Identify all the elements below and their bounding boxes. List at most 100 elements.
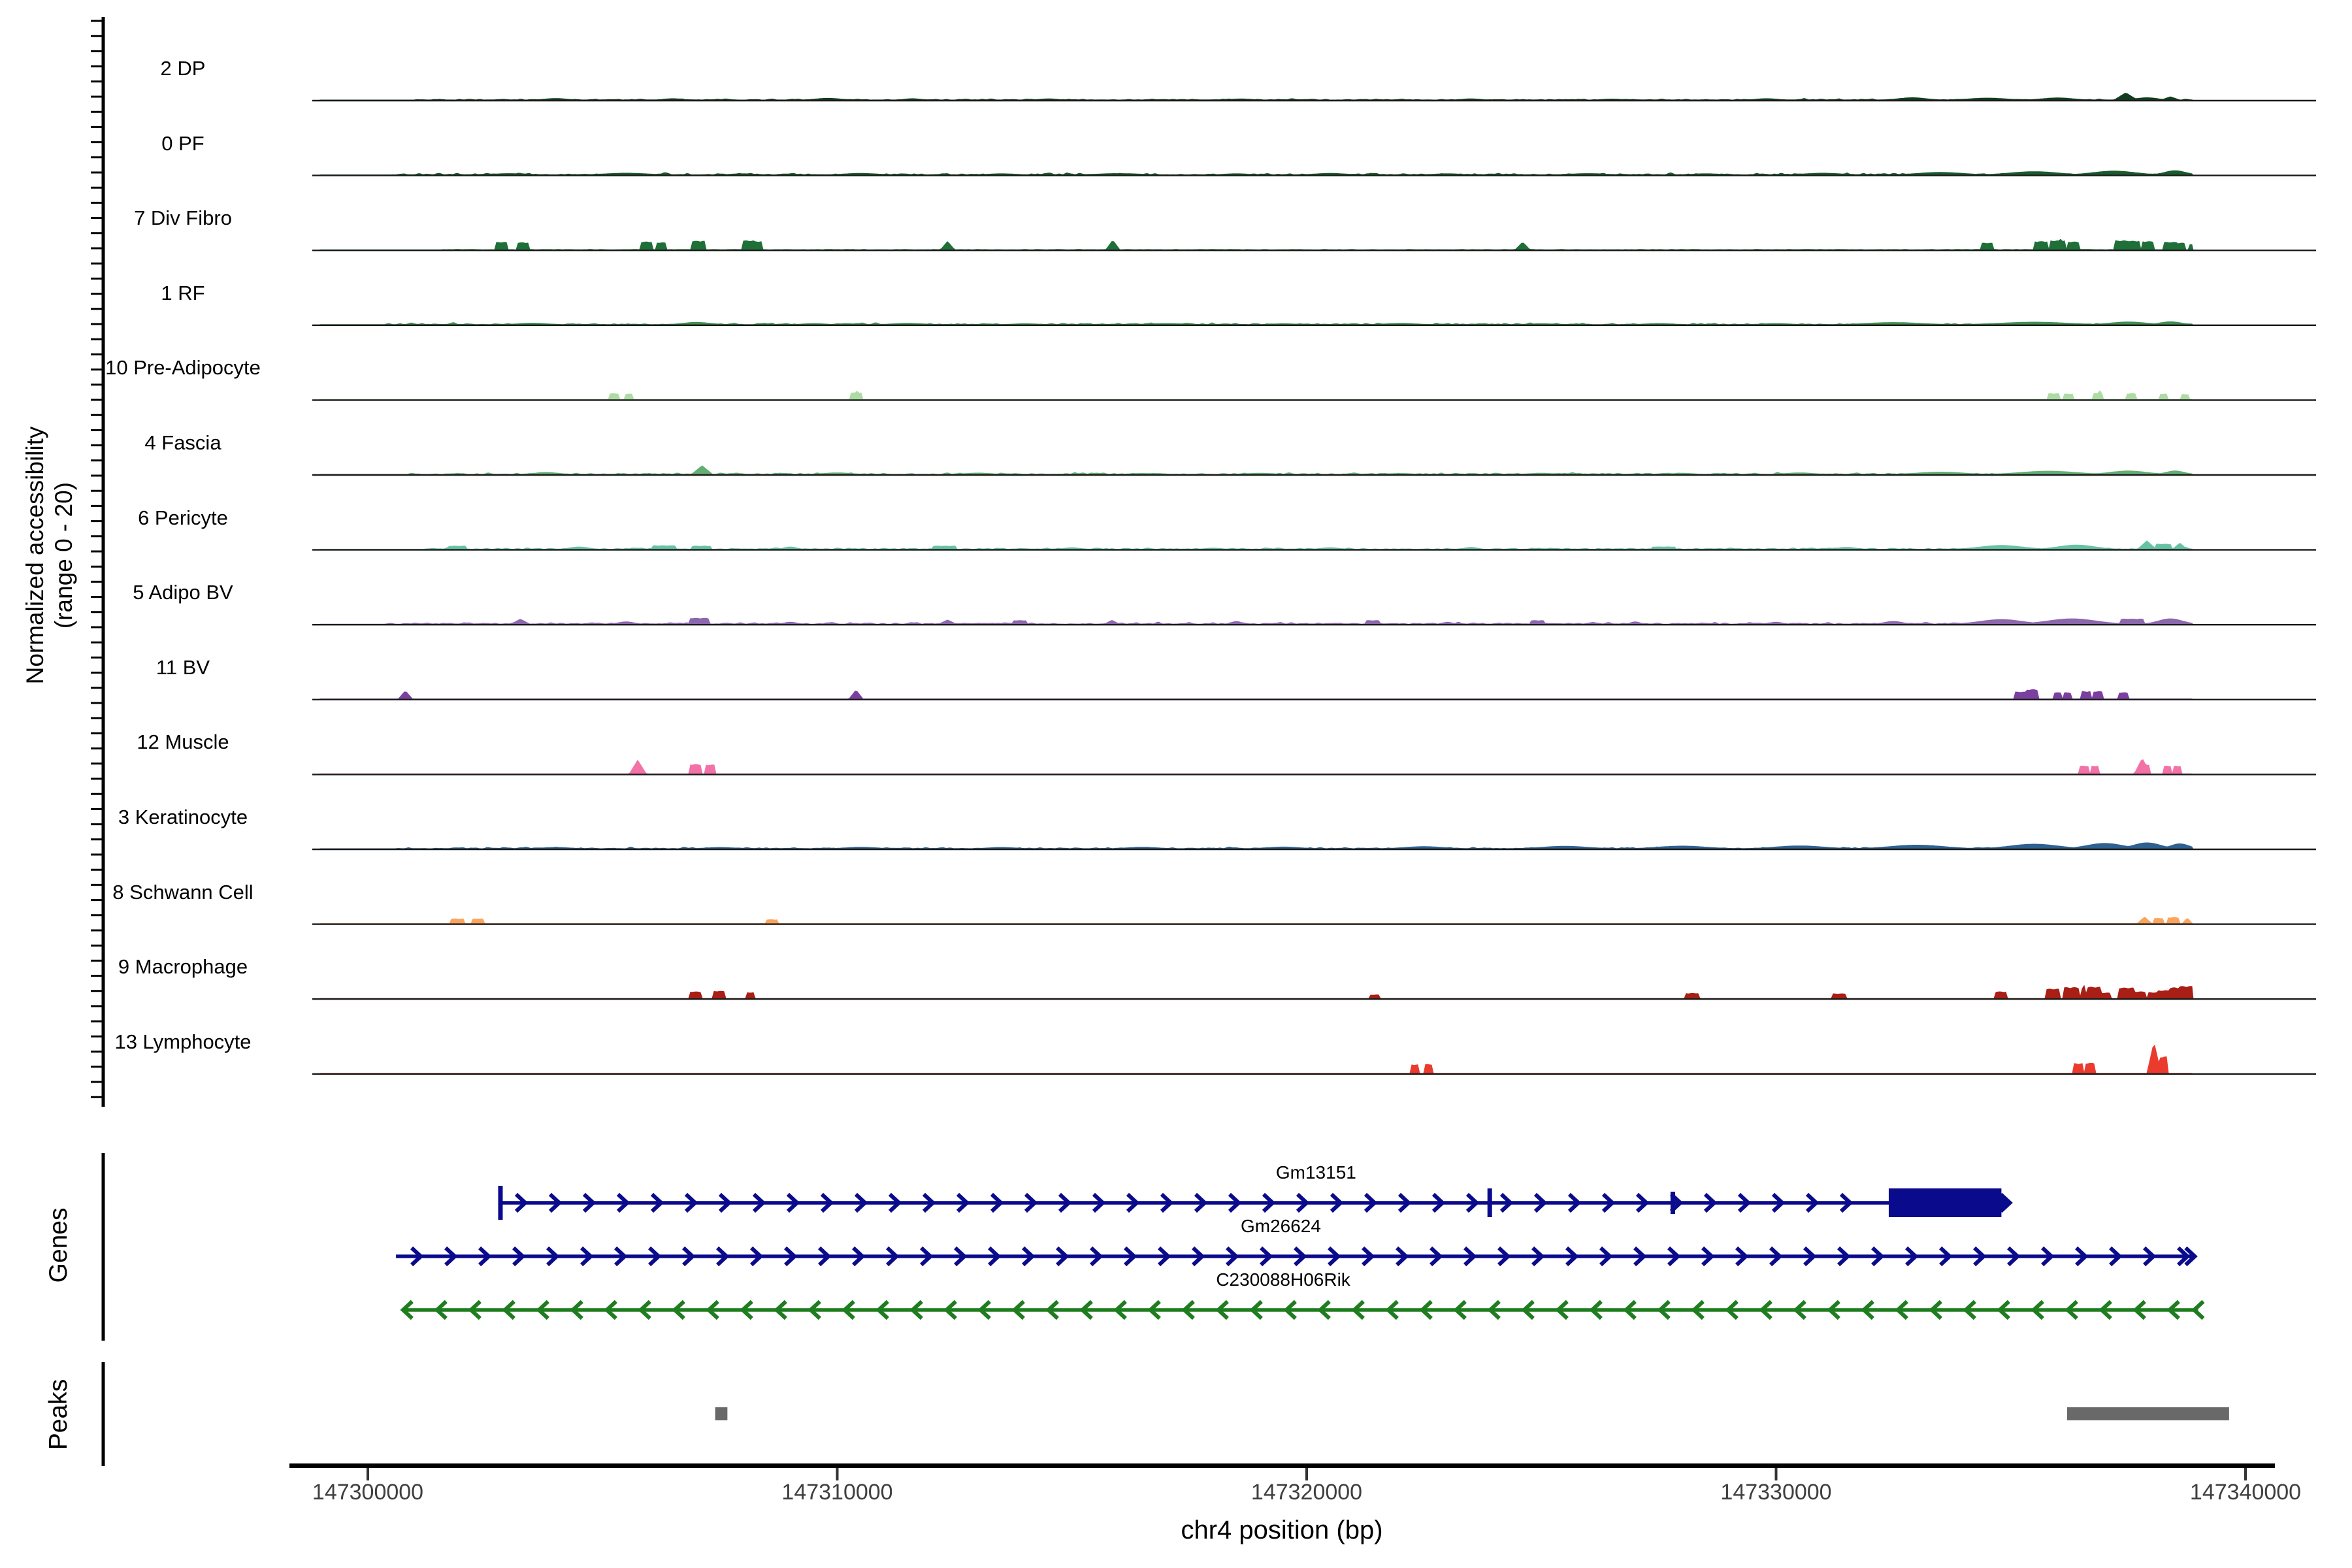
coverage-signal xyxy=(319,465,2195,476)
strand-arrow-icon xyxy=(854,1192,868,1213)
strand-arrow-icon xyxy=(988,1246,1002,1267)
strand-arrow-icon xyxy=(2143,1246,2157,1267)
strand-arrow-icon xyxy=(1759,1299,1772,1320)
strand-arrow-icon xyxy=(1871,1246,1885,1267)
track-label: 4 Fascia xyxy=(144,431,221,454)
strand-arrow-icon xyxy=(1147,1299,1161,1320)
strand-arrow-icon xyxy=(570,1299,583,1320)
track-label: 8 Schwann Cell xyxy=(112,880,253,904)
strand-arrow-icon xyxy=(1090,1246,1103,1267)
strand-arrow-icon xyxy=(1215,1299,1229,1320)
strand-arrow-icon xyxy=(943,1299,957,1320)
strand-arrow-icon xyxy=(740,1299,753,1320)
gene-exon-box xyxy=(1888,1188,2002,1217)
strand-arrow-icon xyxy=(1463,1246,1477,1267)
strand-arrow-icon xyxy=(1362,1246,1375,1267)
coverage-signal xyxy=(319,92,2195,101)
strand-arrow-icon xyxy=(604,1299,617,1320)
coverage-signal xyxy=(319,1044,2194,1075)
coverage-signal xyxy=(319,540,2195,551)
strand-arrow-icon xyxy=(1260,1246,1273,1267)
strand-arrow-icon xyxy=(1635,1192,1650,1213)
strand-arrow-icon xyxy=(1351,1299,1365,1320)
track-13-lymphocyte xyxy=(312,1044,2316,1075)
strand-arrow-icon xyxy=(434,1299,448,1320)
strand-arrow-icon xyxy=(2099,1299,2112,1320)
strand-arrow-icon xyxy=(1192,1246,1205,1267)
strand-arrow-icon xyxy=(2132,1299,2146,1320)
strand-arrow-icon xyxy=(1533,1192,1548,1213)
x-axis-tick-label: 147320000 xyxy=(1250,1480,1363,1505)
strand-arrow-icon xyxy=(1973,1246,1987,1267)
strand-arrow-icon xyxy=(536,1299,549,1320)
strand-arrow-icon xyxy=(1995,1192,2009,1213)
track-label: 11 BV xyxy=(155,655,210,679)
strand-arrow-icon xyxy=(706,1299,719,1320)
track-label: 2 DP xyxy=(160,57,206,80)
strand-arrow-icon xyxy=(1725,1299,1739,1320)
strand-arrow-icon xyxy=(1691,1299,1705,1320)
strand-arrow-icon xyxy=(1056,1246,1070,1267)
strand-arrow-icon xyxy=(750,1246,764,1267)
strand-arrow-icon xyxy=(1997,1299,2010,1320)
strand-arrow-icon xyxy=(444,1246,458,1267)
gene-label-c230088h06rik: C230088H06Rik xyxy=(1216,1269,1350,1290)
strand-arrow-icon xyxy=(1364,1192,1378,1213)
strand-arrow-icon xyxy=(1262,1192,1276,1213)
strand-arrow-icon xyxy=(1657,1299,1671,1320)
strand-arrow-icon xyxy=(1385,1299,1399,1320)
strand-arrow-icon xyxy=(1487,1299,1501,1320)
strand-arrow-icon xyxy=(1160,1192,1174,1213)
y-ruler xyxy=(91,17,105,1107)
coverage-signal xyxy=(319,321,2195,326)
strand-arrow-icon xyxy=(1419,1299,1433,1320)
strand-arrow-icon xyxy=(1565,1246,1579,1267)
strand-arrow-icon xyxy=(841,1299,855,1320)
strand-arrow-icon xyxy=(1793,1299,1806,1320)
track-label: 1 RF xyxy=(161,281,205,304)
strand-arrow-icon xyxy=(616,1192,630,1213)
gene-exon-tick xyxy=(1670,1192,1675,1214)
y-axis-title-line1: Normalized accessibility xyxy=(22,426,48,685)
strand-arrow-icon xyxy=(1158,1246,1171,1267)
track-3-keratinocyte xyxy=(312,842,2316,851)
track-label: 12 Muscle xyxy=(137,730,229,754)
strand-arrow-icon xyxy=(1045,1299,1059,1320)
strand-arrow-icon xyxy=(1827,1299,1840,1320)
coverage-signal xyxy=(319,917,2195,925)
strand-arrow-icon xyxy=(648,1246,662,1267)
strand-arrow-icon xyxy=(1703,1192,1718,1213)
coverage-signal xyxy=(319,390,2194,400)
strand-arrow-icon xyxy=(956,1192,970,1213)
strand-arrow-icon xyxy=(1939,1246,1953,1267)
strand-arrow-icon xyxy=(1999,1192,2013,1213)
track-label: 9 Macrophage xyxy=(118,955,248,979)
track-6-pericyte xyxy=(312,540,2316,551)
strand-arrow-icon xyxy=(1701,1246,1715,1267)
coverage-signal xyxy=(319,170,2194,176)
strand-arrow-icon xyxy=(1735,1246,1749,1267)
strand-arrow-icon xyxy=(1124,1246,1137,1267)
gene-model-c230088h06rik xyxy=(400,1299,2205,1320)
strand-arrow-icon xyxy=(1453,1299,1467,1320)
coverage-signal xyxy=(319,689,2194,700)
strand-arrow-icon xyxy=(1079,1299,1093,1320)
strand-arrow-icon xyxy=(875,1299,889,1320)
strand-arrow-icon xyxy=(1294,1246,1307,1267)
track-0-pf xyxy=(312,170,2316,176)
track-4-fascia xyxy=(312,465,2316,476)
gene-label-gm13151: Gm13151 xyxy=(1275,1162,1356,1183)
strand-arrow-icon xyxy=(1929,1299,1942,1320)
strand-arrow-icon xyxy=(1499,1192,1514,1213)
strand-arrow-icon xyxy=(410,1246,424,1267)
strand-arrow-icon xyxy=(2075,1246,2089,1267)
gene-model-gm26624 xyxy=(396,1246,2198,1267)
strand-arrow-icon xyxy=(1328,1246,1341,1267)
track-label: 3 Keratinocyte xyxy=(118,806,248,828)
strand-arrow-icon xyxy=(922,1192,936,1213)
strand-arrow-icon xyxy=(1633,1246,1647,1267)
coverage-signal xyxy=(319,759,2194,776)
strand-arrow-icon xyxy=(2166,1299,2180,1320)
